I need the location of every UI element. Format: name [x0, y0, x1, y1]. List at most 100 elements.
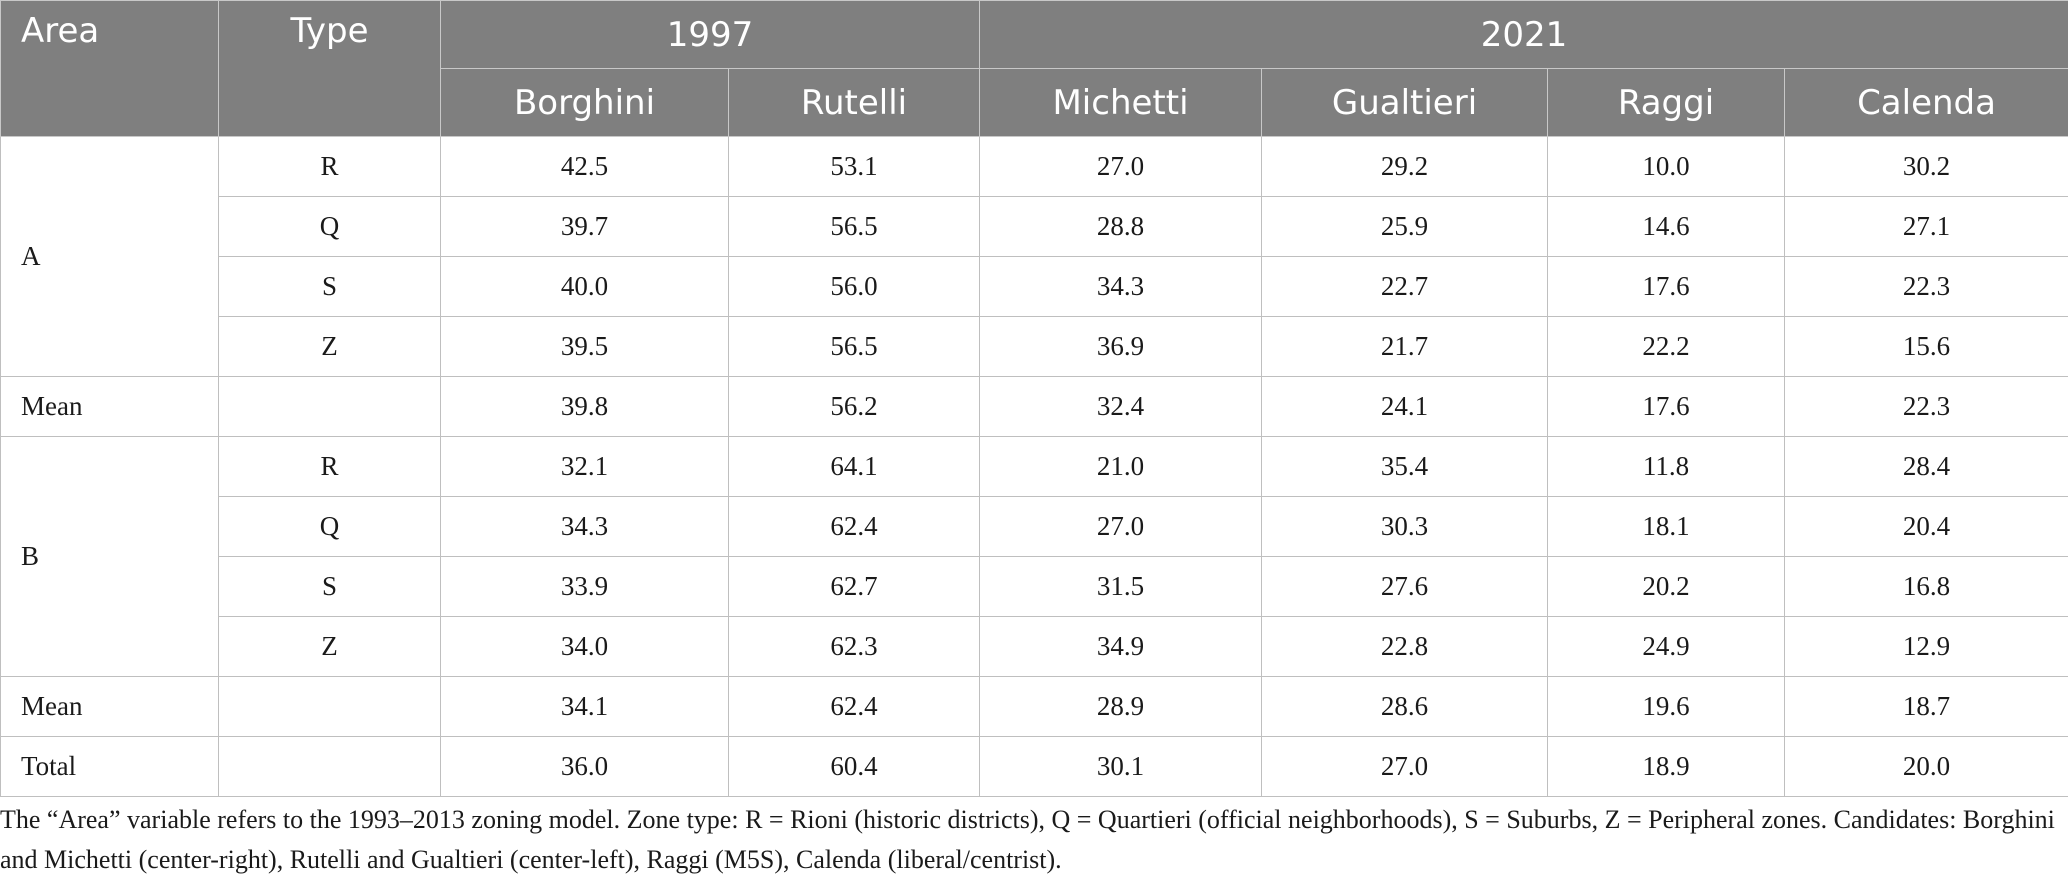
value-cell: 17.6	[1547, 256, 1785, 317]
header-row-years: Area Type 1997 2021	[0, 0, 2068, 137]
value-cell: 32.1	[440, 436, 729, 497]
mean-row: Mean 39.8 56.2 32.4 24.1 17.6 22.3	[0, 376, 2068, 437]
candidate-header-calenda: Calenda	[1783, 68, 2068, 137]
value-cell: 32.4	[979, 376, 1262, 437]
value-cell: 36.0	[440, 736, 729, 797]
value-cell: 62.7	[728, 556, 980, 617]
value-cell: 34.1	[440, 676, 729, 737]
table-row: Z 39.5 56.5 36.9 21.7 22.2 15.6	[1, 316, 2068, 377]
value-cell: 39.8	[440, 376, 729, 437]
value-cell: 56.0	[728, 256, 980, 317]
area-cell: A	[0, 136, 219, 377]
value-cell: 28.6	[1261, 676, 1548, 737]
value-cell: 27.0	[979, 136, 1262, 197]
candidate-header-raggi: Raggi	[1547, 68, 1785, 137]
value-cell: 27.0	[979, 496, 1262, 557]
value-cell: 25.9	[1261, 196, 1548, 257]
header-row-candidates: Borghini Rutelli Michetti Gualtieri Ragg…	[1, 68, 2068, 137]
value-cell: 56.5	[728, 196, 980, 257]
value-cell: 27.6	[1261, 556, 1548, 617]
value-cell: 35.4	[1261, 436, 1548, 497]
value-cell: 56.5	[728, 316, 980, 377]
value-cell: 62.4	[728, 676, 980, 737]
value-cell: 12.9	[1783, 616, 2068, 677]
value-cell: 20.0	[1783, 736, 2068, 797]
total-label: Total	[0, 736, 219, 797]
value-cell: 34.9	[979, 616, 1262, 677]
type-cell	[218, 676, 441, 737]
value-cell: 18.7	[1783, 676, 2068, 737]
table-row: S 40.0 56.0 34.3 22.7 17.6 22.3	[1, 256, 2068, 317]
value-cell: 31.5	[979, 556, 1262, 617]
total-row: Total 36.0 60.4 30.1 27.0 18.9 20.0	[0, 736, 2068, 797]
mean-label: Mean	[0, 376, 219, 437]
value-cell: 34.0	[440, 616, 729, 677]
mean-label: Mean	[0, 676, 219, 737]
value-cell: 22.3	[1783, 376, 2068, 437]
value-cell: 30.3	[1261, 496, 1548, 557]
type-cell	[218, 376, 441, 437]
type-cell: Q	[218, 496, 441, 557]
year-1997-header: 1997	[440, 0, 980, 69]
table-row: B R 32.1 64.1 21.0 35.4 11.8 28.4	[0, 436, 2068, 677]
value-cell: 20.4	[1783, 496, 2068, 557]
candidate-header-borghini: Borghini	[440, 68, 729, 137]
table-row: Q 34.3 62.4 27.0 30.3 18.1 20.4	[1, 496, 2068, 557]
value-cell: 19.6	[1547, 676, 1785, 737]
value-cell: 33.9	[440, 556, 729, 617]
table-row: Q 39.7 56.5 28.8 25.9 14.6 27.1	[1, 196, 2068, 257]
value-cell: 21.0	[979, 436, 1262, 497]
value-cell: 30.1	[979, 736, 1262, 797]
type-cell: R	[218, 136, 441, 197]
candidate-header-gualtieri: Gualtieri	[1261, 68, 1548, 137]
value-cell: 24.9	[1547, 616, 1785, 677]
type-cell	[218, 736, 441, 797]
value-cell: 21.7	[1261, 316, 1548, 377]
value-cell: 10.0	[1547, 136, 1785, 197]
value-cell: 34.3	[979, 256, 1262, 317]
value-cell: 28.8	[979, 196, 1262, 257]
value-cell: 28.4	[1783, 436, 2068, 497]
value-cell: 29.2	[1261, 136, 1548, 197]
value-cell: 11.8	[1547, 436, 1785, 497]
mean-row: Mean 34.1 62.4 28.9 28.6 19.6 18.7	[0, 676, 2068, 737]
value-cell: 22.7	[1261, 256, 1548, 317]
value-cell: 15.6	[1783, 316, 2068, 377]
type-cell: R	[218, 436, 441, 497]
area-header: Area	[0, 0, 219, 137]
type-cell: Z	[218, 616, 441, 677]
value-cell: 42.5	[440, 136, 729, 197]
candidate-header-rutelli: Rutelli	[728, 68, 980, 137]
value-cell: 22.2	[1547, 316, 1785, 377]
type-cell: S	[218, 556, 441, 617]
table-row: S 33.9 62.7 31.5 27.6 20.2 16.8	[1, 556, 2068, 617]
value-cell: 30.2	[1783, 136, 2068, 197]
year-2021-header: 2021	[978, 0, 2068, 69]
table-footnote: The “Area” variable refers to the 1993–2…	[0, 805, 2055, 874]
value-cell: 39.5	[440, 316, 729, 377]
value-cell: 22.8	[1261, 616, 1548, 677]
value-cell: 17.6	[1547, 376, 1785, 437]
value-cell: 64.1	[728, 436, 980, 497]
value-cell: 18.1	[1547, 496, 1785, 557]
value-cell: 39.7	[440, 196, 729, 257]
candidate-header-michetti: Michetti	[979, 68, 1262, 137]
type-cell: Z	[218, 316, 441, 377]
value-cell: 20.2	[1547, 556, 1785, 617]
table-row: A R 42.5 53.1 27.0 29.2 10.0 30.2	[0, 136, 2068, 377]
value-cell: 62.3	[728, 616, 980, 677]
value-cell: 60.4	[728, 736, 980, 797]
value-cell: 28.9	[979, 676, 1262, 737]
value-cell: 56.2	[728, 376, 980, 437]
type-header: Type	[218, 0, 441, 137]
value-cell: 18.9	[1547, 736, 1785, 797]
value-cell: 62.4	[728, 496, 980, 557]
value-cell: 16.8	[1783, 556, 2068, 617]
results-table: Area Type 1997 2021 Borghini Rutelli Mic…	[0, 0, 2068, 797]
value-cell: 22.3	[1783, 256, 2068, 317]
type-cell: Q	[218, 196, 441, 257]
value-cell: 53.1	[728, 136, 980, 197]
value-cell: 36.9	[979, 316, 1262, 377]
value-cell: 14.6	[1547, 196, 1785, 257]
value-cell: 27.0	[1261, 736, 1548, 797]
